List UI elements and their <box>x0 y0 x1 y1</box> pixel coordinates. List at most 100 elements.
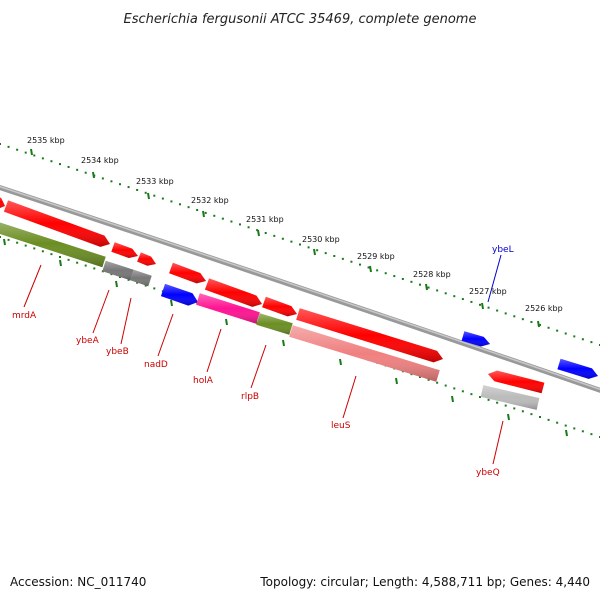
ruler-dot <box>504 404 507 407</box>
ruler-dot <box>401 277 404 280</box>
gene-arrow-leuS-top <box>296 308 443 363</box>
ruler-dot <box>67 165 70 168</box>
gene-bar-mrdA-shade <box>0 222 106 268</box>
ruler-dot <box>127 186 130 189</box>
ruler-dot <box>564 424 567 427</box>
ruler-tick <box>339 358 342 366</box>
leader-line <box>92 289 110 334</box>
gene-bar-holA <box>196 293 260 324</box>
ruler-dot <box>539 416 541 418</box>
ruler-dot <box>384 272 387 275</box>
ruler-dot <box>273 234 276 237</box>
ruler-label-2535: 2535 kbp <box>27 136 65 145</box>
ruler-dot <box>530 413 533 416</box>
ruler-tick <box>313 248 316 256</box>
ruler-dot <box>419 283 421 286</box>
ruler-dot <box>590 433 593 436</box>
ruler-dot <box>84 171 87 174</box>
ruler-dot <box>59 256 61 258</box>
gene-arrow-ybeL <box>461 331 490 347</box>
ruler-dot <box>444 292 447 295</box>
ruler-label-2527: 2527 kbp <box>469 287 507 296</box>
gene-bar-ybeA <box>102 260 134 281</box>
ruler-tick <box>369 265 372 273</box>
gene-label-ybeB[interactable]: ybeB <box>106 347 129 357</box>
ruler-tick <box>565 429 568 437</box>
gene-bar-holA-shade <box>196 293 260 324</box>
gene-label-ybeQ[interactable]: ybeQ <box>476 468 500 478</box>
gene-arrow-edge-shade <box>0 197 5 208</box>
ruler-dot <box>144 284 147 287</box>
ruler-dot <box>547 418 550 421</box>
ruler-dot <box>419 376 421 378</box>
ruler-dot <box>341 257 344 260</box>
leader-line <box>206 328 222 373</box>
ruler-dot <box>50 253 53 256</box>
ruler-tick <box>425 283 428 291</box>
ruler-label-2526: 2526 kbp <box>525 304 563 313</box>
ruler-dot <box>50 160 53 163</box>
ruler-label-2529: 2529 kbp <box>357 252 395 261</box>
ruler-label-2531: 2531 kbp <box>246 215 284 224</box>
gene-label-nadD[interactable]: nadD <box>144 360 168 370</box>
ruler-dot <box>324 252 327 255</box>
ruler-dot <box>256 229 259 232</box>
ruler-dot <box>161 197 164 200</box>
ruler-dot <box>590 341 593 344</box>
gene-arrow-rlpB-top-shade <box>262 296 297 317</box>
leader-line <box>23 264 42 308</box>
gene-arrow-edge <box>0 197 5 208</box>
ruler-dot <box>581 338 584 341</box>
ruler-dot <box>333 254 336 257</box>
ruler-dot <box>367 266 370 269</box>
ruler-dot <box>136 188 139 191</box>
gene-arrow-right-edge <box>557 358 598 379</box>
ruler-dot <box>7 238 10 241</box>
ruler-tick <box>202 210 205 218</box>
ruler-dot <box>187 206 190 209</box>
ruler-tick <box>507 413 510 421</box>
ruler-dot <box>547 326 550 329</box>
gene-label-rlpB[interactable]: rlpB <box>241 392 259 402</box>
ruler-dot <box>119 276 121 278</box>
gene-arrow-nadD <box>160 283 198 306</box>
ruler-dot <box>153 287 156 290</box>
leader-line <box>157 313 174 357</box>
gene-label-ybeA[interactable]: ybeA <box>76 336 100 346</box>
leader-line <box>120 297 132 345</box>
ruler-dot <box>67 258 70 261</box>
leader-line <box>342 375 357 419</box>
ruler-dot <box>470 300 473 303</box>
ruler-dot <box>410 373 413 376</box>
ruler-dot <box>350 260 353 263</box>
ruler-dot <box>179 203 181 206</box>
ruler-tick <box>59 259 62 267</box>
ruler-dot <box>479 396 481 398</box>
ruler-tick <box>537 320 540 328</box>
ruler-dot <box>436 381 439 384</box>
gene-label-ybeL[interactable]: ybeL <box>492 245 514 255</box>
ruler-dot <box>41 250 44 253</box>
gene-arrow-mrdA-partner-shade <box>3 200 110 247</box>
ruler-dot <box>144 191 147 194</box>
ruler-dot <box>76 168 79 171</box>
ruler-dot <box>513 407 516 410</box>
ruler-tick <box>451 395 454 403</box>
ruler-label-2532: 2532 kbp <box>191 196 229 205</box>
ruler-tick <box>115 280 118 288</box>
backbone-line <box>0 185 600 393</box>
ruler-dot <box>24 151 27 154</box>
gene-label-leuS[interactable]: leuS <box>331 421 351 431</box>
ruler-dot <box>221 217 224 220</box>
gene-bar-mrdA <box>0 222 106 268</box>
gene-arrow-nadD-shade <box>160 283 198 306</box>
ruler-dot <box>410 280 413 283</box>
gene-label-holA[interactable]: holA <box>193 376 214 386</box>
gene-label-mrdA[interactable]: mrdA <box>12 311 37 321</box>
gene-bar-leuS <box>289 325 440 382</box>
gene-bar-leuS-shade <box>289 325 440 382</box>
gene-arrow-ybeQ-top <box>488 370 545 394</box>
ruler-tick <box>147 192 150 200</box>
ruler-dot <box>7 145 10 148</box>
